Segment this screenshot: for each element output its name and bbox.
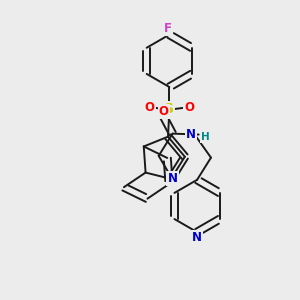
Text: N: N (186, 128, 196, 141)
Text: O: O (184, 101, 194, 114)
Text: S: S (164, 102, 174, 116)
Text: H: H (201, 132, 210, 142)
Text: O: O (159, 105, 169, 118)
Text: F: F (164, 22, 172, 34)
Text: O: O (145, 101, 155, 114)
Text: N: N (167, 172, 177, 185)
Text: N: N (192, 231, 202, 244)
